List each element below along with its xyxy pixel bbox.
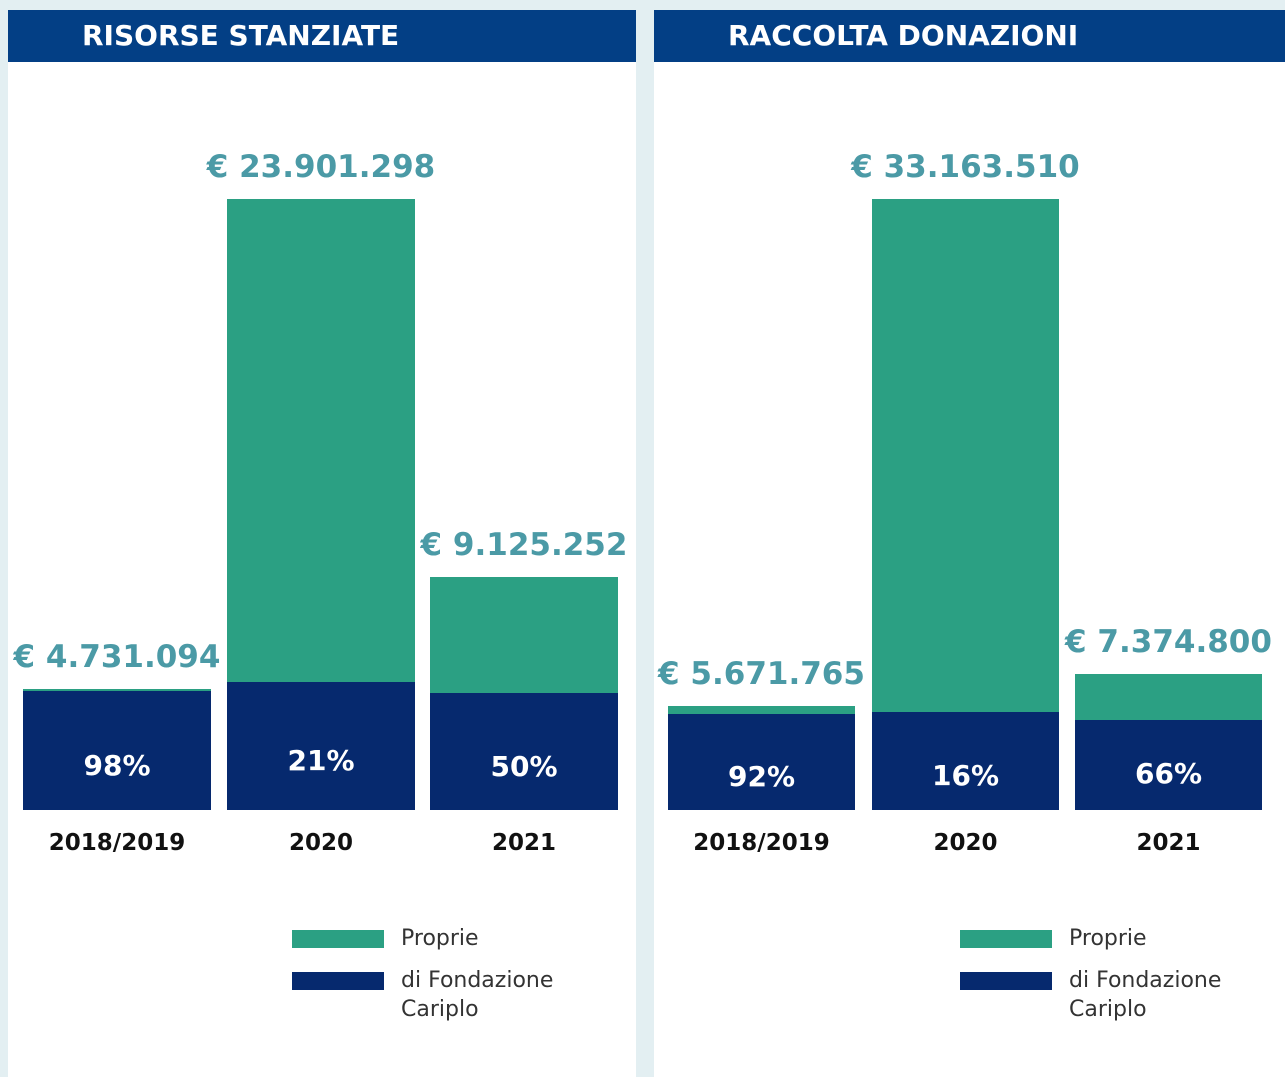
legend-swatch [960, 972, 1052, 990]
legend-swatch [292, 972, 384, 990]
x-tick-label: 2021 [1136, 830, 1201, 856]
chart-title: RACCOLTA DONAZIONI [728, 19, 1079, 52]
chart-header: RISORSE STANZIATE [8, 10, 636, 62]
share-label: 50% [490, 749, 558, 783]
bar-cariplo [227, 681, 415, 810]
chart-title: RISORSE STANZIATE [82, 19, 400, 52]
x-tick-label: 2020 [933, 830, 998, 856]
share-label: 92% [727, 759, 796, 793]
legend-swatch [960, 930, 1052, 948]
bar-proprie [872, 199, 1059, 810]
share-label: 21% [287, 743, 355, 777]
chart-header: RACCOLTA DONAZIONI [654, 10, 1285, 62]
bar-cariplo [872, 712, 1059, 810]
share-label: 66% [1134, 756, 1203, 790]
value-label: € 23.901.298 [206, 149, 436, 185]
legend-label: di Fondazione Cariplo [401, 968, 554, 1022]
chart-panel: RACCOLTA DONAZIONI € 5.671.765 92% 2018/201… [654, 10, 1285, 1077]
chart-panel: RISORSE STANZIATE € 4.731.094 98% 2018/2019… [8, 10, 636, 1077]
x-tick-label: 2020 [288, 830, 353, 856]
value-label: € 5.671.765 [658, 655, 865, 692]
bar-cariplo [430, 693, 618, 810]
bar-cariplo [23, 691, 211, 810]
value-label: € 33.163.510 [851, 149, 1080, 185]
legend-swatch [292, 930, 384, 948]
bar-cariplo [668, 713, 855, 810]
value-label: € 7.374.800 [1065, 624, 1272, 661]
x-tick-label: 2018/2019 [693, 830, 830, 856]
share-label: 98% [83, 748, 151, 782]
share-label: 16% [931, 759, 1000, 793]
x-tick-label: 2021 [491, 830, 556, 856]
value-label: € 4.731.094 [13, 639, 221, 676]
value-label: € 9.125.252 [420, 526, 628, 563]
x-tick-label: 2018/2019 [48, 830, 186, 856]
legend-label: di Fondazione Cariplo [1069, 968, 1222, 1022]
legend-label: Proprie [1069, 926, 1147, 951]
legend-label: Proprie [401, 926, 479, 951]
bar-cariplo [1075, 720, 1262, 810]
